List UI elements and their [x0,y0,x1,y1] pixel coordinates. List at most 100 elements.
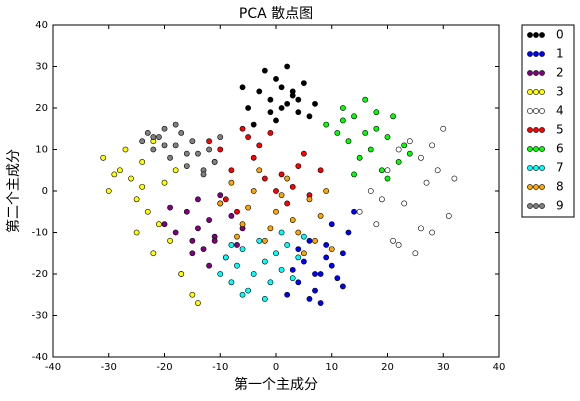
legend-marker [539,108,545,114]
scatter-point [250,271,257,277]
scatter-point [228,212,235,219]
scatter-point [161,125,168,132]
scatter-point [384,167,391,174]
scatter-point [423,179,430,186]
legend-marker [539,127,545,133]
scatter-point [200,171,207,178]
scatter-point [367,188,374,194]
y-tick-label: 40 [35,20,48,31]
scatter-point [317,212,324,219]
scatter-point [373,221,380,228]
scatter-point [150,146,157,153]
scatter-point [356,208,363,215]
scatter-point [362,129,369,136]
scatter-point [434,167,441,174]
scatter-point [239,125,246,132]
legend-marker [527,108,533,114]
scatter-point [451,175,458,182]
scatter-point [289,275,296,282]
legend-marker [539,184,545,190]
legend-marker [533,108,539,114]
legend-marker [527,184,533,190]
scatter-point [267,129,274,136]
scatter-point [217,200,224,207]
scatter-point [339,105,346,111]
scatter-point [401,142,408,149]
scatter-point [261,237,268,244]
scatter-point [211,237,218,244]
scatter-point [273,117,279,124]
legend-marker [539,89,545,95]
scatter-point [217,146,224,153]
scatter-point [217,271,224,277]
x-tick-label: -20 [156,362,172,373]
legend-marker [539,203,545,209]
scatter-point [295,109,302,116]
y-tick-label: -20 [32,269,48,280]
scatter-point [100,154,107,161]
x-tick-label: 30 [437,362,450,373]
x-axis-label: 第一个主成分 [234,376,318,393]
legend-marker [533,146,539,152]
scatter-point [200,246,207,252]
scatter-point [256,167,263,174]
scatter-point [289,88,296,95]
scatter-point [295,96,302,103]
scatter-point [105,188,112,194]
scatter-point [273,76,279,82]
scatter-point [401,200,408,207]
x-tick-label: -40 [45,362,61,373]
scatter-point [261,175,268,182]
scatter-point [139,159,146,165]
scatter-point [172,142,179,149]
scatter-point [250,121,257,128]
x-tick-label: -10 [212,362,228,373]
legend-marker [533,184,539,190]
scatter-point [323,188,330,194]
scatter-point [323,242,330,248]
scatter-point [156,134,162,140]
y-tick-label: 0 [42,186,48,197]
scatter-point [161,142,168,149]
scatter-point [267,109,274,116]
scatter-point [384,175,391,182]
scatter-point [440,125,447,132]
scatter-point [284,175,291,182]
scatter-point [300,258,307,265]
scatter-point [289,183,296,190]
scatter-point [284,291,291,298]
scatter-point [111,171,118,178]
scatter-point [390,113,396,120]
legend-marker [527,165,533,171]
legend-marker [539,51,545,57]
legend-marker [527,203,533,209]
scatter-point [306,113,313,120]
scatter-point [222,196,229,203]
scatter-point [183,150,190,157]
scatter-point [228,167,235,174]
scatter-point [429,142,435,149]
scatter-point [267,96,274,103]
legend-marker [527,32,533,38]
scatter-point [300,80,307,86]
y-tick-label: -40 [32,352,48,363]
legend-marker [539,165,545,171]
scatter-point [295,163,302,169]
scatter-point [345,229,352,236]
scatter-point [156,221,162,228]
scatter-point [345,138,352,145]
scatter-point [278,192,285,199]
scatter-point [234,208,240,215]
scatter-point [295,254,302,261]
scatter-point [189,138,196,145]
scatter-point [133,196,140,203]
scatter-point [278,171,285,178]
scatter-point [306,295,313,302]
scatter-point [317,271,324,277]
legend-marker [533,51,539,57]
scatter-point [328,221,335,228]
legend-label: 5 [556,123,564,137]
scatter-point [261,67,268,74]
x-tick-label: -30 [101,362,117,373]
scatter-point [167,204,173,211]
